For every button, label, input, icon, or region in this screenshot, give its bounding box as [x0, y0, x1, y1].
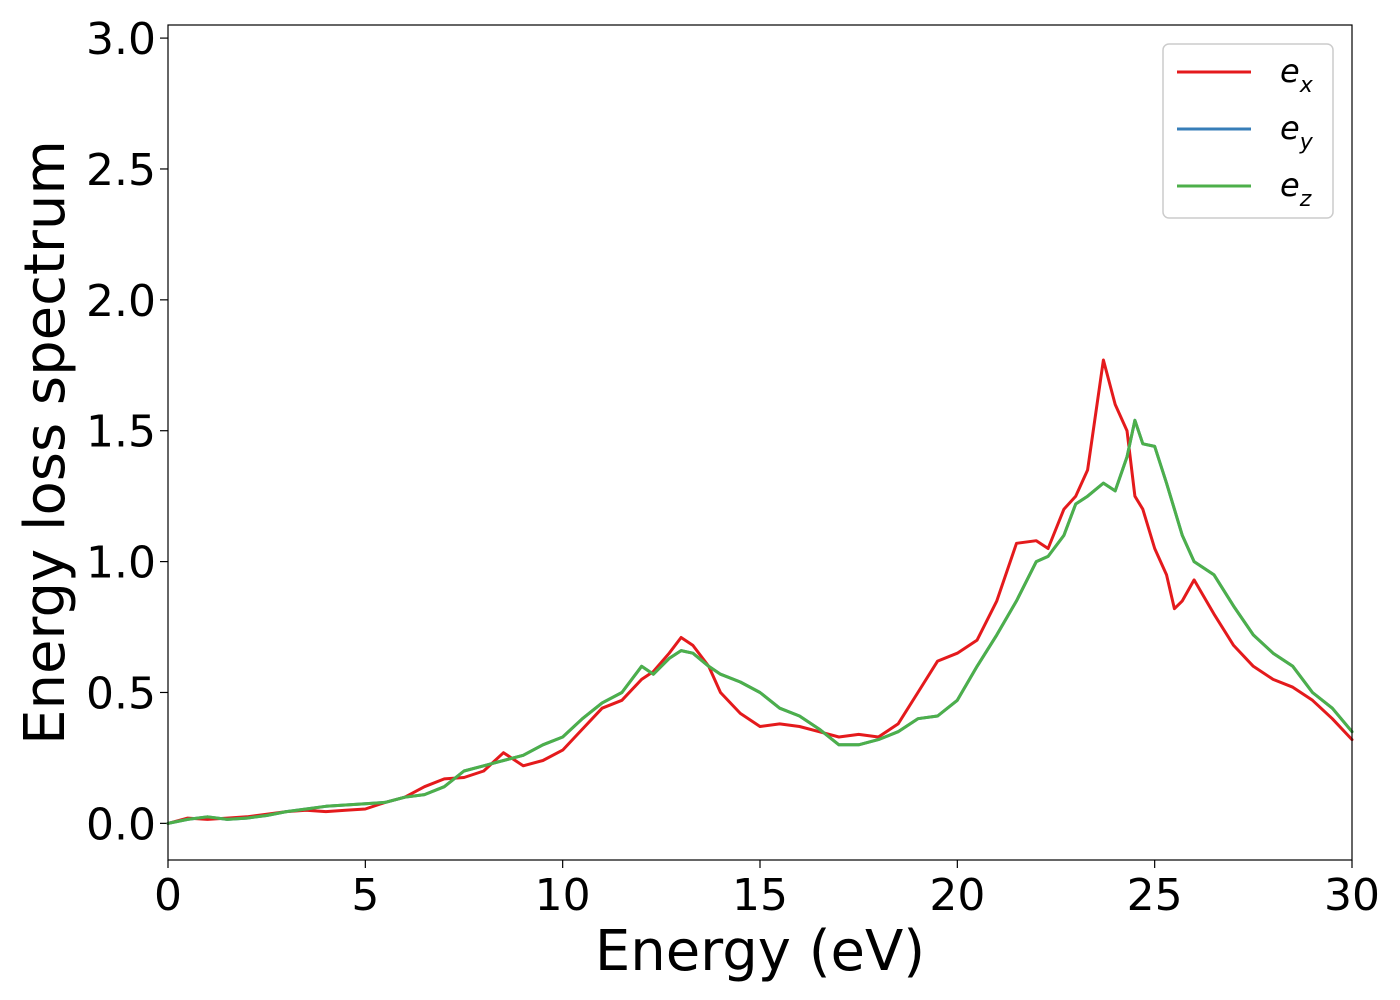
- legend-label-base: e: [1280, 166, 1300, 204]
- y-tick-label: 0.0: [86, 799, 156, 850]
- legend-label-base: e: [1280, 52, 1300, 90]
- y-tick-label: 2.5: [86, 145, 156, 196]
- y-tick-label: 3.0: [86, 14, 156, 65]
- x-tick-label: 10: [535, 870, 591, 921]
- x-tick-label: 15: [732, 870, 788, 921]
- legend-label-sub: y: [1299, 130, 1314, 155]
- legend-label-z: ez: [1280, 166, 1312, 212]
- legend-box: [1162, 43, 1334, 219]
- y-tick-label: 2.0: [86, 276, 156, 327]
- x-axis-ticks: 0 5 10 15 20 25 30: [154, 860, 1380, 921]
- x-tick-label: 0: [154, 870, 182, 921]
- legend-label-base: e: [1280, 109, 1300, 147]
- y-tick-label: 1.5: [86, 407, 156, 458]
- series-line-z: [166, 418, 1354, 825]
- x-axis-title: Energy (eV): [595, 919, 925, 984]
- y-axis-title: Energy loss spectrum: [13, 140, 78, 745]
- x-tick-label: 30: [1324, 870, 1380, 921]
- legend-label-sub: x: [1299, 73, 1314, 98]
- plot-lines: [166, 358, 1354, 825]
- y-tick-label: 1.0: [86, 538, 156, 589]
- y-tick-label: 0.5: [86, 668, 156, 719]
- legend-label-y: ey: [1280, 109, 1314, 155]
- x-tick-label: 5: [351, 870, 379, 921]
- legend-label-sub: z: [1299, 187, 1312, 212]
- y-axis-ticks: 0.0 0.5 1.0 1.5 2.0 2.5 3.0: [86, 14, 168, 850]
- plot-frame: [167, 24, 1353, 861]
- x-tick-label: 20: [929, 870, 985, 921]
- x-tick-label: 25: [1127, 870, 1183, 921]
- legend-label-x: ex: [1280, 52, 1314, 98]
